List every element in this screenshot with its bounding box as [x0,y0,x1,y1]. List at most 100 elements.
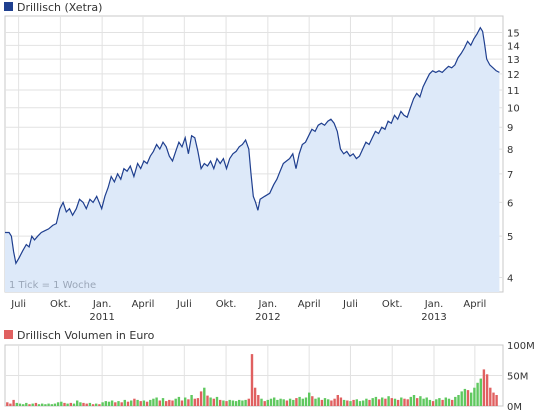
volume-bar [145,401,149,406]
volume-bar [82,402,85,406]
volume-bar [377,399,381,406]
volume-bar [56,402,60,406]
volume-bar [479,378,482,406]
volume-bar [266,399,269,406]
volume-bar [50,404,53,406]
volume-bar [174,398,177,406]
price-year-labels: 2011 2012 2013 [89,312,446,323]
volume-bar [234,401,238,406]
volume-bar [136,399,139,406]
volume-bar [352,399,355,406]
volume-bar [120,402,123,406]
volume-bar [28,404,31,406]
volume-y-tick-label: 50M [507,372,528,383]
volume-bar [66,403,69,406]
volume-bar [225,401,228,406]
volume-bar [282,399,285,406]
volume-bar [384,398,387,406]
volume-bar [101,402,104,406]
volume-bar [374,396,378,406]
volume-bar [53,403,57,406]
volume-bar [263,401,266,406]
price-x-tick-label: Jan. [424,299,444,310]
volume-bar [492,392,495,406]
volume-bar [323,398,327,406]
volume-bar [470,392,473,406]
volume-bar [107,401,111,406]
volume-bar [355,399,358,406]
price-legend-swatch [4,2,13,11]
volume-bar [451,399,454,406]
volume-bar [190,395,193,406]
price-y-tick-label: 11 [507,86,520,97]
price-y-tick-label: 4 [507,274,513,285]
volume-bar [12,399,15,406]
volume-bar [409,396,412,406]
volume-bar [419,396,422,406]
volume-bar [412,395,416,406]
volume-bar [165,401,168,406]
price-x-tick-label: Juli [176,299,192,310]
volume-bar [447,398,451,406]
volume-bar [15,402,18,406]
volume-bar [133,398,136,406]
volume-bar [304,397,308,406]
price-x-tick-label: April [463,299,486,310]
volume-bar [95,403,98,406]
volume-bar [435,399,438,406]
volume-bar [34,402,38,406]
year-label: 2011 [89,312,114,323]
volume-bar [460,391,463,406]
volume-bar [269,398,273,406]
volume-bar [69,402,72,406]
volume-bar [342,399,346,406]
volume-bar [308,392,311,406]
price-x-tick-labels: Juli Okt. Jan. April Juli Okt. Jan. April Juli Ok… [10,299,486,310]
volume-bar [473,387,476,406]
volume-bar [489,387,492,406]
year-label: 2013 [421,312,446,323]
volume-bar [98,404,101,406]
volume-bar [104,401,107,406]
price-x-tick-label: Jan. [258,299,278,310]
volume-bar [250,354,254,406]
price-line [5,26,500,265]
volume-bar [219,399,222,406]
volume-bar [431,401,435,406]
volume-bar [444,397,447,406]
volume-bar [441,399,444,406]
volume-bar [253,387,257,406]
volume-legend-swatch [4,330,13,339]
price-x-tick-label: Jan. [92,299,112,310]
volume-bar [403,398,406,406]
volume-y-tick-label: 100M [507,341,535,352]
volume-bar [393,398,397,406]
price-y-tick-label: 5 [507,232,513,243]
volume-bar [295,398,298,406]
price-y-tick-label: 9 [507,123,513,134]
volume-bar [333,398,336,406]
volume-bar [346,400,349,406]
volume-y-tick-labels: 0M 50M 100M [507,341,535,413]
volume-bar [203,387,206,406]
volume-bar [365,398,368,406]
volume-bar [6,402,9,406]
volume-bar [63,402,66,406]
volume-bar [425,397,428,406]
volume-bar [247,398,250,406]
volume-bar [396,399,400,406]
volume-bar [130,400,133,406]
volume-y-tick-label: 0M [507,402,522,413]
volume-bar [18,403,22,406]
volume-bar [454,396,457,406]
volume-bar [161,398,165,406]
price-y-tick-label: 14 [507,41,520,52]
volume-bar [126,401,130,406]
volume-bar [463,388,467,406]
volume-bar [260,398,263,406]
volume-bar [485,374,489,406]
volume-bar [368,399,371,406]
price-y-tick-label: 6 [507,198,513,209]
volume-bar [215,396,219,406]
volume-bar [187,399,190,406]
